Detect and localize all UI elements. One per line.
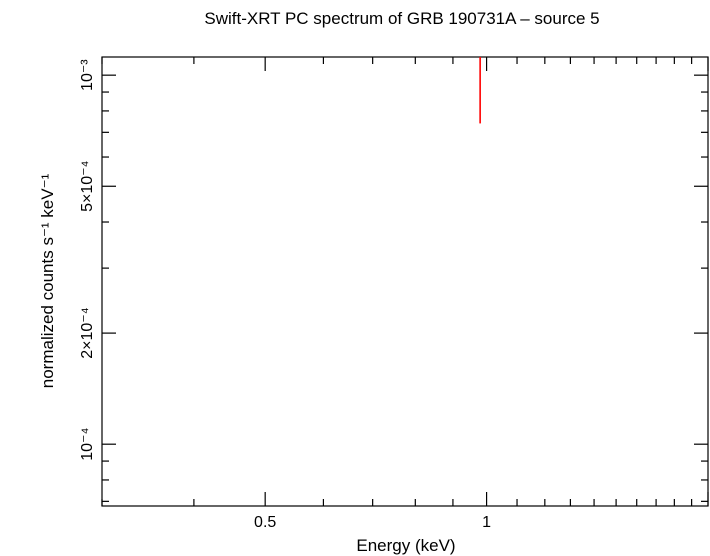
x-tick-label: 0.5 bbox=[254, 514, 276, 531]
tick-labels: 0.5 1 10⁻³ 5×10⁻⁴ 2×10⁻⁴ 10⁻⁴ bbox=[79, 59, 491, 531]
y-tick-label: 10⁻³ bbox=[79, 59, 96, 91]
plot-frame bbox=[101, 56, 709, 507]
x-axis-label: Energy (keV) bbox=[356, 536, 455, 555]
x-tick-label: 1 bbox=[482, 514, 491, 531]
y-tick-label: 10⁻⁴ bbox=[79, 428, 96, 461]
chart-title: Swift-XRT PC spectrum of GRB 190731A – s… bbox=[204, 9, 599, 28]
axis-ticks bbox=[101, 57, 709, 506]
y-tick-label: 5×10⁻⁴ bbox=[79, 160, 96, 211]
y-tick-label: 2×10⁻⁴ bbox=[79, 307, 96, 358]
y-axis-label: normalized counts s⁻¹ keV⁻¹ bbox=[38, 173, 57, 388]
